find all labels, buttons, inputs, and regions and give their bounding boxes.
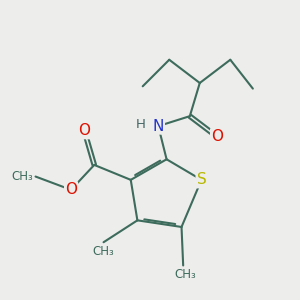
Text: CH₃: CH₃ (11, 170, 33, 183)
Text: H: H (136, 118, 146, 131)
Text: S: S (196, 172, 206, 188)
Text: O: O (78, 123, 90, 138)
Text: O: O (211, 129, 223, 144)
Text: N: N (153, 118, 164, 134)
Text: O: O (65, 182, 77, 197)
Text: CH₃: CH₃ (93, 245, 114, 258)
Text: CH₃: CH₃ (174, 268, 196, 281)
